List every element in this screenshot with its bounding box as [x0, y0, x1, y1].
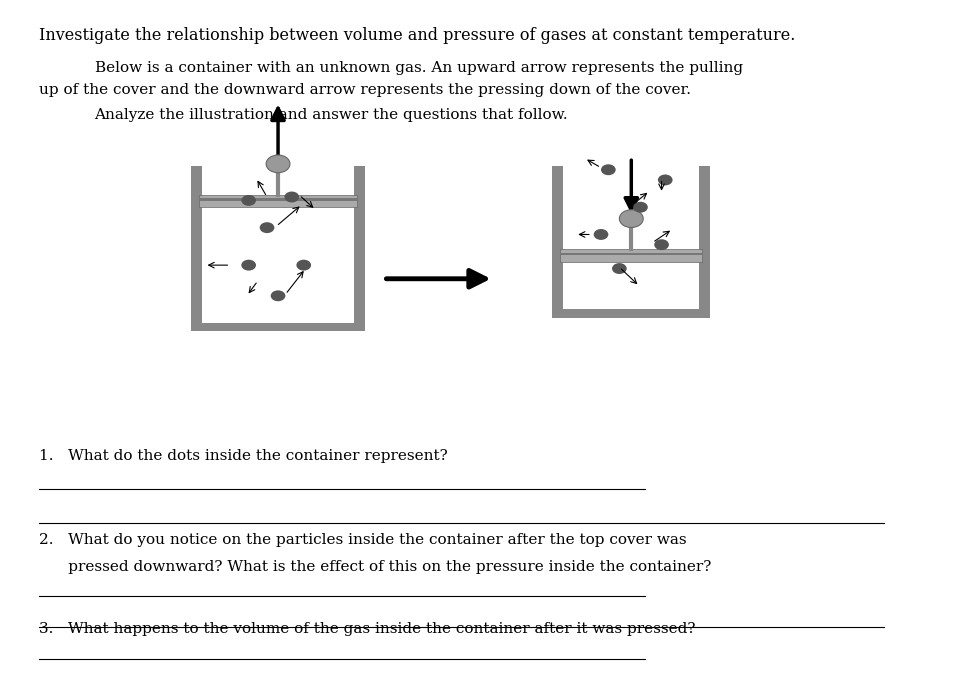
Bar — [699, 166, 710, 317]
Text: Investigate the relationship between volume and pressure of gases at constant te: Investigate the relationship between vol… — [39, 27, 795, 44]
Circle shape — [271, 291, 285, 302]
Text: Analyze the illustration and answer the questions that follow.: Analyze the illustration and answer the … — [94, 109, 568, 122]
Circle shape — [266, 155, 290, 172]
Text: 2.   What do you notice on the particles inside the container after the top cove: 2. What do you notice on the particles i… — [39, 533, 688, 547]
Bar — [560, 253, 702, 256]
Circle shape — [297, 260, 311, 271]
Circle shape — [633, 202, 648, 213]
Text: 3.   What happens to the volume of the gas inside the container after it was pre: 3. What happens to the volume of the gas… — [39, 622, 696, 635]
Circle shape — [619, 210, 643, 227]
Text: Below is a container with an unknown gas. An upward arrow represents the pulling: Below is a container with an unknown gas… — [94, 60, 742, 75]
Circle shape — [593, 229, 609, 240]
Circle shape — [612, 263, 627, 274]
Text: pressed downward? What is the effect of this on the pressure inside the containe: pressed downward? What is the effect of … — [39, 560, 712, 574]
Bar — [563, 166, 699, 309]
Circle shape — [658, 174, 672, 185]
Bar — [199, 199, 357, 201]
Bar — [199, 194, 357, 207]
Circle shape — [284, 192, 299, 203]
Circle shape — [242, 260, 256, 271]
Text: up of the cover and the downward arrow represents the pressing down of the cover: up of the cover and the downward arrow r… — [39, 83, 691, 97]
Bar — [202, 166, 353, 323]
Bar — [553, 309, 710, 317]
Bar — [192, 323, 365, 331]
Bar — [560, 249, 702, 262]
Bar — [553, 166, 563, 317]
Circle shape — [654, 239, 669, 250]
Circle shape — [260, 222, 274, 233]
Text: 1.   What do the dots inside the container represent?: 1. What do the dots inside the container… — [39, 449, 448, 463]
Circle shape — [601, 164, 615, 175]
Circle shape — [242, 195, 256, 206]
Bar — [192, 166, 202, 331]
Bar — [353, 166, 365, 331]
